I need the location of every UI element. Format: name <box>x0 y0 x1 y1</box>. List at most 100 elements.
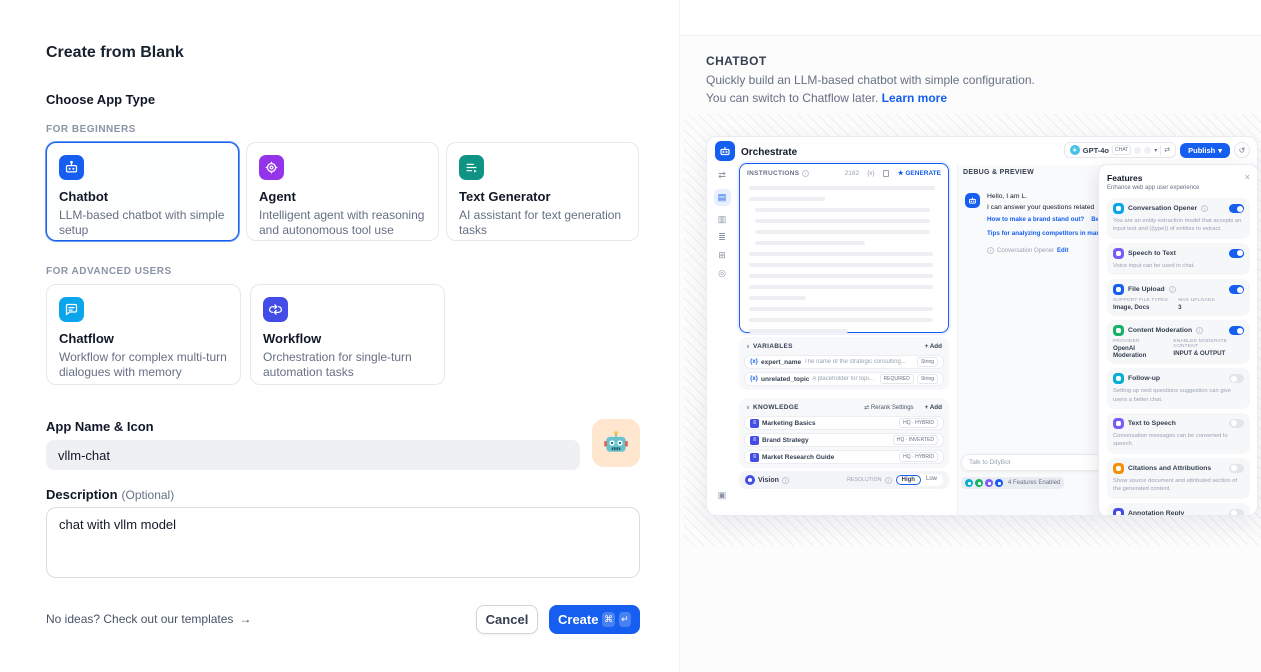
edit-opener-link[interactable]: Edit <box>1057 247 1069 254</box>
learn-more-link[interactable]: Learn more <box>881 90 948 105</box>
info-icon: i <box>1168 286 1176 294</box>
app-name-input[interactable] <box>46 440 580 470</box>
history-button[interactable]: ↺ <box>1234 142 1250 158</box>
chevron-down-icon: ▾ <box>1218 145 1222 155</box>
description-optional-label: (Optional) <box>121 488 175 502</box>
card-description: AI assistant for text generation tasks <box>459 208 622 238</box>
instructions-skeleton <box>740 180 948 346</box>
features-enabled-bar: 4 Features Enabled <box>961 477 1065 489</box>
retrieval-badge: HQ · HYBRID <box>899 452 938 462</box>
suggested-question[interactable]: How to make a brand stand out? <box>987 216 1085 223</box>
app-icon-picker[interactable] <box>592 419 640 467</box>
resolution-label: RESOLUTION <box>847 477 882 483</box>
variable-row[interactable]: {x} expert_name The name of the strategi… <box>744 355 944 369</box>
app-type-card-chatflow[interactable]: Chatflow Workflow for complex multi-turn… <box>46 284 241 385</box>
rerank-settings-button[interactable]: ⇄ Rerank Settings <box>864 405 914 411</box>
description-label: Description (Optional) <box>46 487 175 502</box>
advanced-cards-row: Chatflow Workflow for complex multi-turn… <box>46 284 445 385</box>
resolution-low-option[interactable]: Low <box>925 476 937 482</box>
conversation-opener-toggle[interactable] <box>1229 204 1244 213</box>
cancel-button[interactable]: Cancel <box>476 605 538 634</box>
suggested-question[interactable]: Tips for analyzing competitors in market <box>987 230 1108 237</box>
swap-icon: ⇄ <box>864 405 870 411</box>
text-to-speech-toggle[interactable] <box>1229 418 1244 428</box>
annotation-reply-toggle[interactable] <box>1229 508 1244 515</box>
char-count: 2182 <box>844 169 860 177</box>
suggested-question[interactable]: Bes <box>1091 216 1103 223</box>
speech-to-text-icon <box>1113 247 1124 259</box>
features-title: Features <box>1107 173 1143 183</box>
instructions-label: INSTRUCTIONS <box>747 169 800 177</box>
model-selector[interactable]: ∗ GPT-4o CHAT ▾ ⇄ <box>1063 142 1177 158</box>
globe-nav-icon[interactable]: ◎ <box>718 268 726 278</box>
chevron-down-icon: ▾ <box>1154 147 1158 154</box>
cmd-key-icon: ⌘ <box>602 612 615 627</box>
create-button[interactable]: Create ⌘ ↵ <box>549 605 640 634</box>
orchestrate-nav-icon[interactable]: ▤ <box>713 189 731 206</box>
knowledge-row[interactable]: ≡ Market Research Guide HQ · HYBRID <box>744 450 944 464</box>
app-name-label: App Name & Icon <box>46 419 154 434</box>
type-badge: String <box>916 374 938 384</box>
variable-token-icon: {x} <box>750 376 759 382</box>
knowledge-row[interactable]: ≡ Marketing Basics HQ · HYBRID <box>744 416 944 430</box>
follow-up-toggle[interactable] <box>1229 374 1244 384</box>
citations-toggle[interactable] <box>1229 463 1244 473</box>
variable-row[interactable]: {x} unrelated_topic A placeholder for to… <box>744 372 944 386</box>
preview-sidebar: ⇄ ▤ ▥ ≣ ⊞ ◎ <box>707 165 737 515</box>
debug-preview-title: DEBUG & PREVIEW <box>963 169 1035 176</box>
file-upload-toggle[interactable] <box>1229 285 1244 295</box>
instructions-panel[interactable]: INSTRUCTIONS i 2182 {x} ★ GENERATE <box>739 163 949 333</box>
grid-nav-icon[interactable]: ⊞ <box>718 250 726 260</box>
templates-link[interactable]: No ideas? Check out our templates → <box>46 612 252 626</box>
features-panel: Features × Enhance web app user experien… <box>1098 164 1257 515</box>
card-description: Intelligent agent with reasoning and aut… <box>259 208 425 238</box>
variable-token-icon: {x} <box>750 359 759 365</box>
description-textarea[interactable]: chat with vllm model <box>46 507 640 578</box>
notes-nav-icon[interactable]: ≣ <box>718 232 726 242</box>
file-upload-icon <box>1113 284 1124 296</box>
resolution-high-option[interactable]: High <box>895 475 921 485</box>
preview-app-title: Orchestrate <box>741 147 798 158</box>
history-icon: ↺ <box>1238 145 1246 155</box>
card-title: Workflow <box>263 331 322 346</box>
add-variable-button[interactable]: + Add <box>924 343 942 350</box>
preview-toolbar: ∗ GPT-4o CHAT ▾ ⇄ Publish ▾ ↺ <box>1063 142 1250 158</box>
content-moderation-icon <box>1113 325 1124 337</box>
speech-feature-icon <box>985 479 993 487</box>
required-badge: REQUIRED <box>879 374 914 384</box>
retrieval-badge: HQ · HYBRID <box>899 418 938 428</box>
close-icon[interactable]: × <box>1244 172 1250 182</box>
add-knowledge-button[interactable]: + Add <box>924 404 942 411</box>
copy-icon[interactable] <box>882 169 889 177</box>
model-name: GPT-4o <box>1082 145 1109 155</box>
for-beginners-label: FOR BEGINNERS <box>46 124 136 135</box>
app-type-card-text-generator[interactable]: Text Generator AI assistant for text gen… <box>446 142 639 241</box>
workflow-icon <box>263 297 288 322</box>
speech-to-text-toggle[interactable] <box>1229 248 1244 258</box>
swap-icon[interactable]: ⇄ <box>718 170 726 180</box>
info-icon: i <box>884 476 892 484</box>
dataset-icon: ≡ <box>750 452 759 462</box>
frame-icon[interactable]: ▣ <box>717 490 727 500</box>
app-type-card-agent[interactable]: Agent Intelligent agent with reasoning a… <box>246 142 439 241</box>
feature-item: Citations and Attributions Show source d… <box>1107 457 1250 499</box>
agent-icon <box>259 155 284 180</box>
publish-button[interactable]: Publish ▾ <box>1180 142 1230 158</box>
conversation-opener-icon <box>1113 203 1124 214</box>
chat-input[interactable]: Talk to DifyBot <box>961 454 1103 471</box>
content-moderation-toggle[interactable] <box>1229 326 1244 336</box>
generate-button[interactable]: ★ GENERATE <box>897 170 941 177</box>
top-strip <box>680 0 1261 36</box>
knowledge-row[interactable]: ≡ Brand Strategy HQ · INVERTED <box>744 433 944 447</box>
card-description: Workflow for complex multi-turn dialogue… <box>59 350 227 380</box>
app-type-card-workflow[interactable]: Workflow Orchestration for single-turn a… <box>250 284 445 385</box>
chevron-down-icon[interactable]: ∨ <box>746 343 751 350</box>
feature-item: Follow-up Setting up next questions sugg… <box>1107 368 1250 409</box>
image-nav-icon[interactable]: ▥ <box>717 214 727 224</box>
parameters-icon: ⇄ <box>1164 147 1171 154</box>
model-mode-badge: CHAT <box>1112 145 1132 155</box>
card-title: Chatflow <box>59 331 114 346</box>
app-type-card-chatbot[interactable]: Chatbot LLM-based chatbot with simple se… <box>46 142 239 241</box>
chevron-down-icon[interactable]: ∨ <box>746 404 751 411</box>
